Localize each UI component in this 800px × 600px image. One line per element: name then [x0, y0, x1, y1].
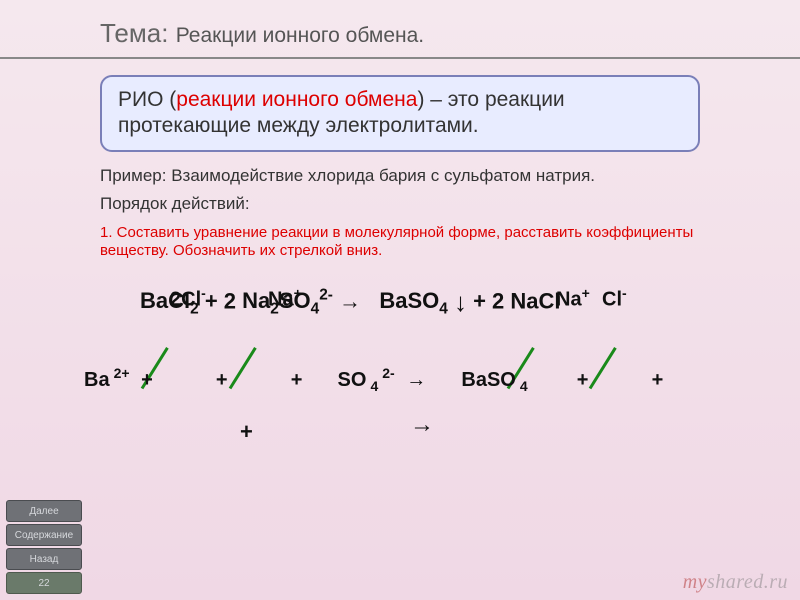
eq-plus2: + 2: [473, 288, 504, 313]
overlay-na-right: Na+: [556, 285, 590, 312]
ion-so4: SO42-: [336, 369, 397, 391]
instr-line-1: 1. Составить уравнение реакции в молекул…: [100, 224, 700, 243]
overlay-na-plus: Na+: [268, 285, 302, 312]
precipitate-arrow-icon: ↓: [454, 295, 467, 311]
eq-plus1: + 2: [205, 288, 236, 313]
watermark-my: my: [683, 571, 707, 593]
overlay-2cl: 2Cl-: [170, 285, 206, 312]
bottom-plus: +: [240, 419, 253, 445]
topic-label: Тема:: [100, 18, 168, 48]
overlay-cl-right: Cl-: [602, 285, 627, 312]
instruction-text: 1. Составить уравнение реакции в молекул…: [100, 224, 700, 262]
watermark: myshared.ru: [683, 571, 788, 594]
ion-arrow: →: [406, 369, 426, 391]
eq-baso4: BaSO4: [379, 288, 447, 313]
page-number: 22: [6, 572, 82, 594]
ion-plus-5: +: [652, 369, 664, 391]
back-button[interactable]: Назад: [6, 548, 82, 570]
ion-ba: Ba2+: [82, 369, 132, 391]
nav-sidebar: Далее Содержание Назад 22: [6, 500, 82, 594]
ion-plus-1: +: [141, 369, 153, 391]
callout-expansion: реакции ионного обмена: [176, 88, 417, 111]
ion-plus-3: +: [291, 369, 303, 391]
callout-prefix: РИО (: [118, 88, 176, 111]
ion-plus-4: +: [577, 369, 589, 391]
definition-callout: РИО (реакции ионного обмена) – это реакц…: [100, 75, 700, 152]
eq-arrow: →: [339, 288, 361, 313]
bottom-arrow: →: [410, 411, 434, 439]
ion-baso4: BaSO4: [459, 369, 529, 391]
next-button[interactable]: Далее: [6, 500, 82, 522]
page-header: Тема: Реакции ионного обмена.: [0, 0, 800, 59]
toc-button[interactable]: Содержание: [6, 524, 82, 546]
example-line: Пример: Взаимодействие хлорида бария с с…: [100, 166, 700, 186]
steps-label: Порядок действий:: [100, 194, 700, 214]
eq-nacl: NaCl: [510, 288, 560, 313]
equation-area: BaCl2 + 2 Na2SO42- → BaSO4 ↓ + 2 NaCl 2C…: [100, 279, 720, 479]
instr-line-2: веществу. Обозначить их стрелкой вниз.: [100, 242, 700, 261]
topic-title: Реакции ионного обмена.: [176, 24, 424, 47]
watermark-rest: shared.ru: [707, 571, 788, 593]
ion-plus-2: +: [216, 369, 228, 391]
ionic-equation: Ba2+ + + + SO42- → BaSO4 + +: [80, 365, 665, 394]
